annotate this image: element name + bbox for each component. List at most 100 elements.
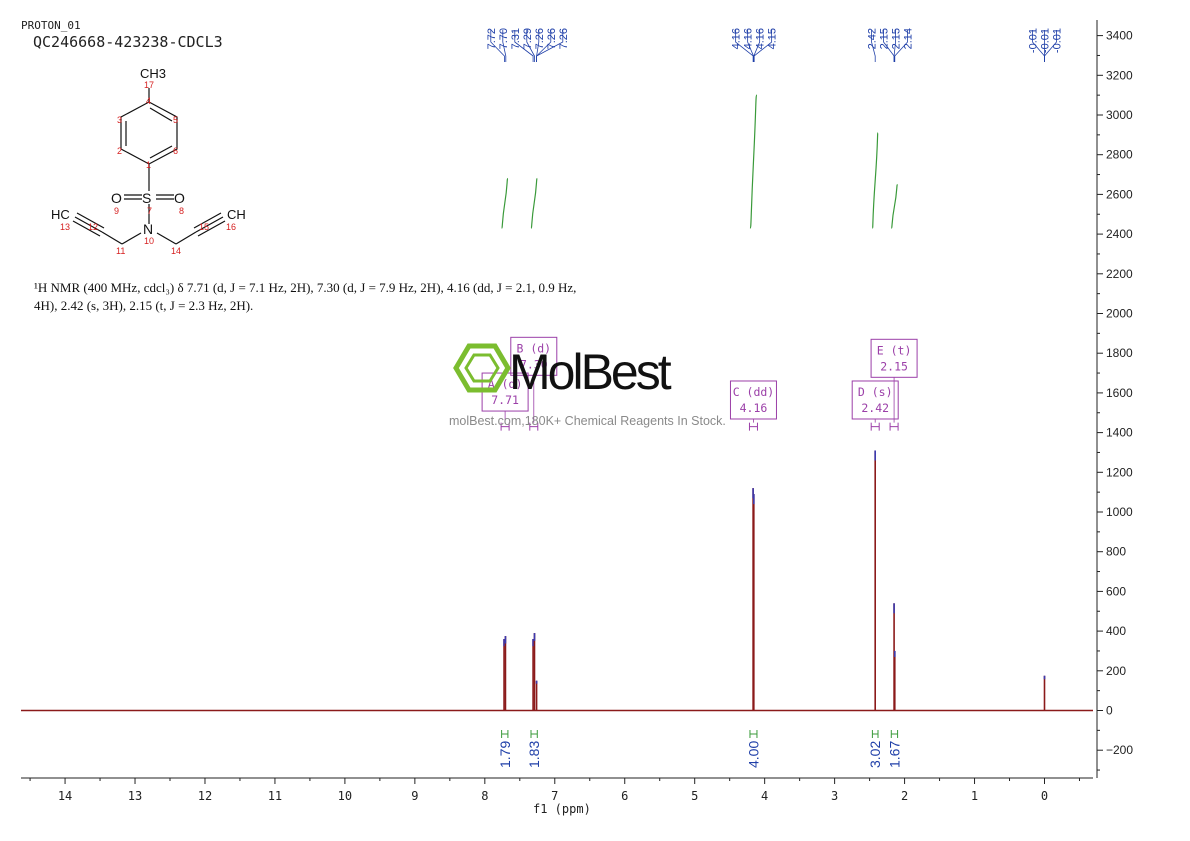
atom-number: 5 bbox=[173, 115, 178, 125]
atom-number: 16 bbox=[226, 222, 236, 232]
x-tick-label: 4 bbox=[761, 789, 768, 803]
x-tick-label: 10 bbox=[338, 789, 352, 803]
multiplet-box: D (s) 2.42 bbox=[851, 380, 899, 431]
peak-label-leader bbox=[514, 30, 534, 62]
multiplet-boxes-layer: A (d)7.71B (d)7.30C (dd)4.16D (s)2.42E (… bbox=[481, 336, 918, 431]
multiplet-shift: 7.71 bbox=[491, 393, 519, 407]
peak-shift-label: 2.15 bbox=[879, 28, 891, 49]
x-axis-label: f1 (ppm) bbox=[533, 802, 591, 816]
multiplet-shift: 4.16 bbox=[740, 401, 768, 415]
peak-shift-label: 7.29 bbox=[522, 28, 534, 49]
axes-layer: 14 13 12 11 10 9 8 7 6 5 4 3 2 1 0−2000200400600800100… bbox=[21, 20, 1133, 803]
integrals-layer: 1.79 1.83 4.00 3.02 1.67 bbox=[497, 730, 902, 768]
atom-number: 14 bbox=[171, 246, 181, 256]
atom-number: 3 bbox=[117, 115, 122, 125]
sample-id: QC246668-423238-CDCL3 bbox=[33, 33, 223, 51]
peak-shift-label: 7.72 bbox=[486, 28, 498, 49]
integral-value: 1.67 bbox=[886, 741, 902, 768]
integral-curves-layer bbox=[501, 94, 899, 229]
peak-shift-label: -0.01 bbox=[1052, 28, 1064, 53]
atom-number: 15 bbox=[199, 222, 209, 232]
integral-value: 3.02 bbox=[867, 741, 883, 768]
y-tick-label: 1600 bbox=[1106, 386, 1133, 400]
peak-labels-layer: 7.72 7.70 7.31 7.29 7.26 7.26 7.26 4.16 4.16 4.16… bbox=[486, 28, 1064, 62]
y-tick-label: 1200 bbox=[1106, 465, 1133, 479]
y-tick-label: 2600 bbox=[1106, 187, 1133, 201]
y-tick-label: 3400 bbox=[1106, 29, 1133, 43]
peak-label-leader bbox=[1044, 30, 1057, 62]
atom-number: 10 bbox=[144, 236, 154, 246]
y-tick-label: 2800 bbox=[1106, 148, 1133, 162]
y-tick-label: 2200 bbox=[1106, 267, 1133, 281]
benzene-ring bbox=[120, 101, 178, 165]
nmr-description-line: 4H), 2.42 (s, 3H), 2.15 (t, J = 2.3 Hz, … bbox=[34, 298, 254, 313]
y-tick-label: 1800 bbox=[1106, 346, 1133, 360]
x-tick-label: 14 bbox=[58, 789, 72, 803]
peak-label-leader bbox=[526, 30, 535, 62]
x-tick-label: 0 bbox=[1041, 789, 1048, 803]
multiplet-box: B (d) 7.30 bbox=[510, 336, 558, 431]
multiplet-type: B (d) bbox=[516, 341, 551, 355]
peak-label-leader bbox=[894, 30, 908, 62]
y-tick-label: 400 bbox=[1106, 624, 1126, 638]
peak-shift-label: 7.26 bbox=[558, 28, 570, 49]
atom-number: 4 bbox=[146, 96, 151, 106]
alkyne-right-label: CH bbox=[227, 207, 246, 222]
nitrogen-label: N bbox=[143, 221, 153, 237]
y-tick-label: 200 bbox=[1106, 664, 1126, 678]
y-tick-label: 1000 bbox=[1106, 505, 1133, 519]
spectrum-layer bbox=[21, 450, 1093, 712]
integral-curve bbox=[890, 183, 899, 229]
y-tick-label: 1400 bbox=[1106, 426, 1133, 440]
x-tick-label: 3 bbox=[831, 789, 838, 803]
spectrum-id: PROTON_01 bbox=[21, 19, 81, 32]
molbest-logo-icon bbox=[453, 343, 511, 393]
y-tick-label: 600 bbox=[1106, 584, 1126, 598]
integral-value: 1.79 bbox=[497, 741, 513, 768]
sulfur-label: S bbox=[142, 190, 151, 206]
molecule-labels: CH3 S O O N HC CH 17 4 3 5 2 6 1 9 7 8 1… bbox=[51, 66, 246, 256]
peak-shift-label: 7.26 bbox=[546, 28, 558, 49]
peak-shift-label: 2.42 bbox=[867, 28, 879, 49]
peak-label-leader bbox=[536, 30, 564, 62]
alkyne-left-label: HC bbox=[51, 207, 70, 222]
multiplet-type: E (t) bbox=[877, 343, 912, 357]
watermark-tagline: molBest.com,180K+ Chemical Reagents In S… bbox=[449, 414, 726, 428]
nmr-description-line: ¹H NMR (400 MHz, cdcl₃) δ 7.71 (d, J = 7… bbox=[34, 280, 577, 295]
multiplet-shift: 7.30 bbox=[520, 357, 548, 371]
multiplet-shift: 2.42 bbox=[861, 401, 889, 415]
atom-number: 9 bbox=[114, 206, 119, 216]
peak-shift-label: 7.70 bbox=[498, 28, 510, 49]
watermark-name: MolBest bbox=[509, 344, 672, 400]
y-tick-label: 800 bbox=[1106, 545, 1126, 559]
peak-label-leader bbox=[871, 30, 876, 62]
peak-label-leader bbox=[753, 30, 773, 62]
peak-shift-label: 2.15 bbox=[891, 28, 903, 49]
integral-curve bbox=[749, 94, 758, 229]
atom-number: 1 bbox=[146, 160, 151, 170]
peak-shift-label: 2.14 bbox=[903, 28, 915, 49]
multiplet-type: C (dd) bbox=[733, 385, 775, 399]
nmr-description: ¹H NMR (400 MHz, cdcl₃) δ 7.71 (d, J = 7… bbox=[34, 279, 634, 315]
x-tick-label: 5 bbox=[691, 789, 698, 803]
peak-label-leader bbox=[502, 30, 507, 62]
multiplet-box: C (dd) 4.16 bbox=[729, 380, 777, 431]
multiplet-box: E (t) 2.15 bbox=[870, 338, 918, 431]
atom-number: 2 bbox=[117, 146, 122, 156]
x-tick-label: 9 bbox=[411, 789, 418, 803]
atom-number: 13 bbox=[60, 222, 70, 232]
atom-number: 7 bbox=[147, 206, 152, 216]
x-tick-label: 12 bbox=[198, 789, 212, 803]
y-tick-label: 3200 bbox=[1106, 68, 1133, 82]
x-tick-label: 6 bbox=[621, 789, 628, 803]
atom-number: 8 bbox=[179, 206, 184, 216]
peak-shift-label: 4.16 bbox=[755, 28, 767, 49]
atom-number: 12 bbox=[88, 222, 98, 232]
y-tick-label: −200 bbox=[1106, 743, 1133, 757]
atom-number: 6 bbox=[173, 146, 178, 156]
peak-shift-label: 4.15 bbox=[767, 28, 779, 49]
peak-shift-label: 4.16 bbox=[731, 28, 743, 49]
x-tick-label: 1 bbox=[971, 789, 978, 803]
x-tick-label: 2 bbox=[901, 789, 908, 803]
